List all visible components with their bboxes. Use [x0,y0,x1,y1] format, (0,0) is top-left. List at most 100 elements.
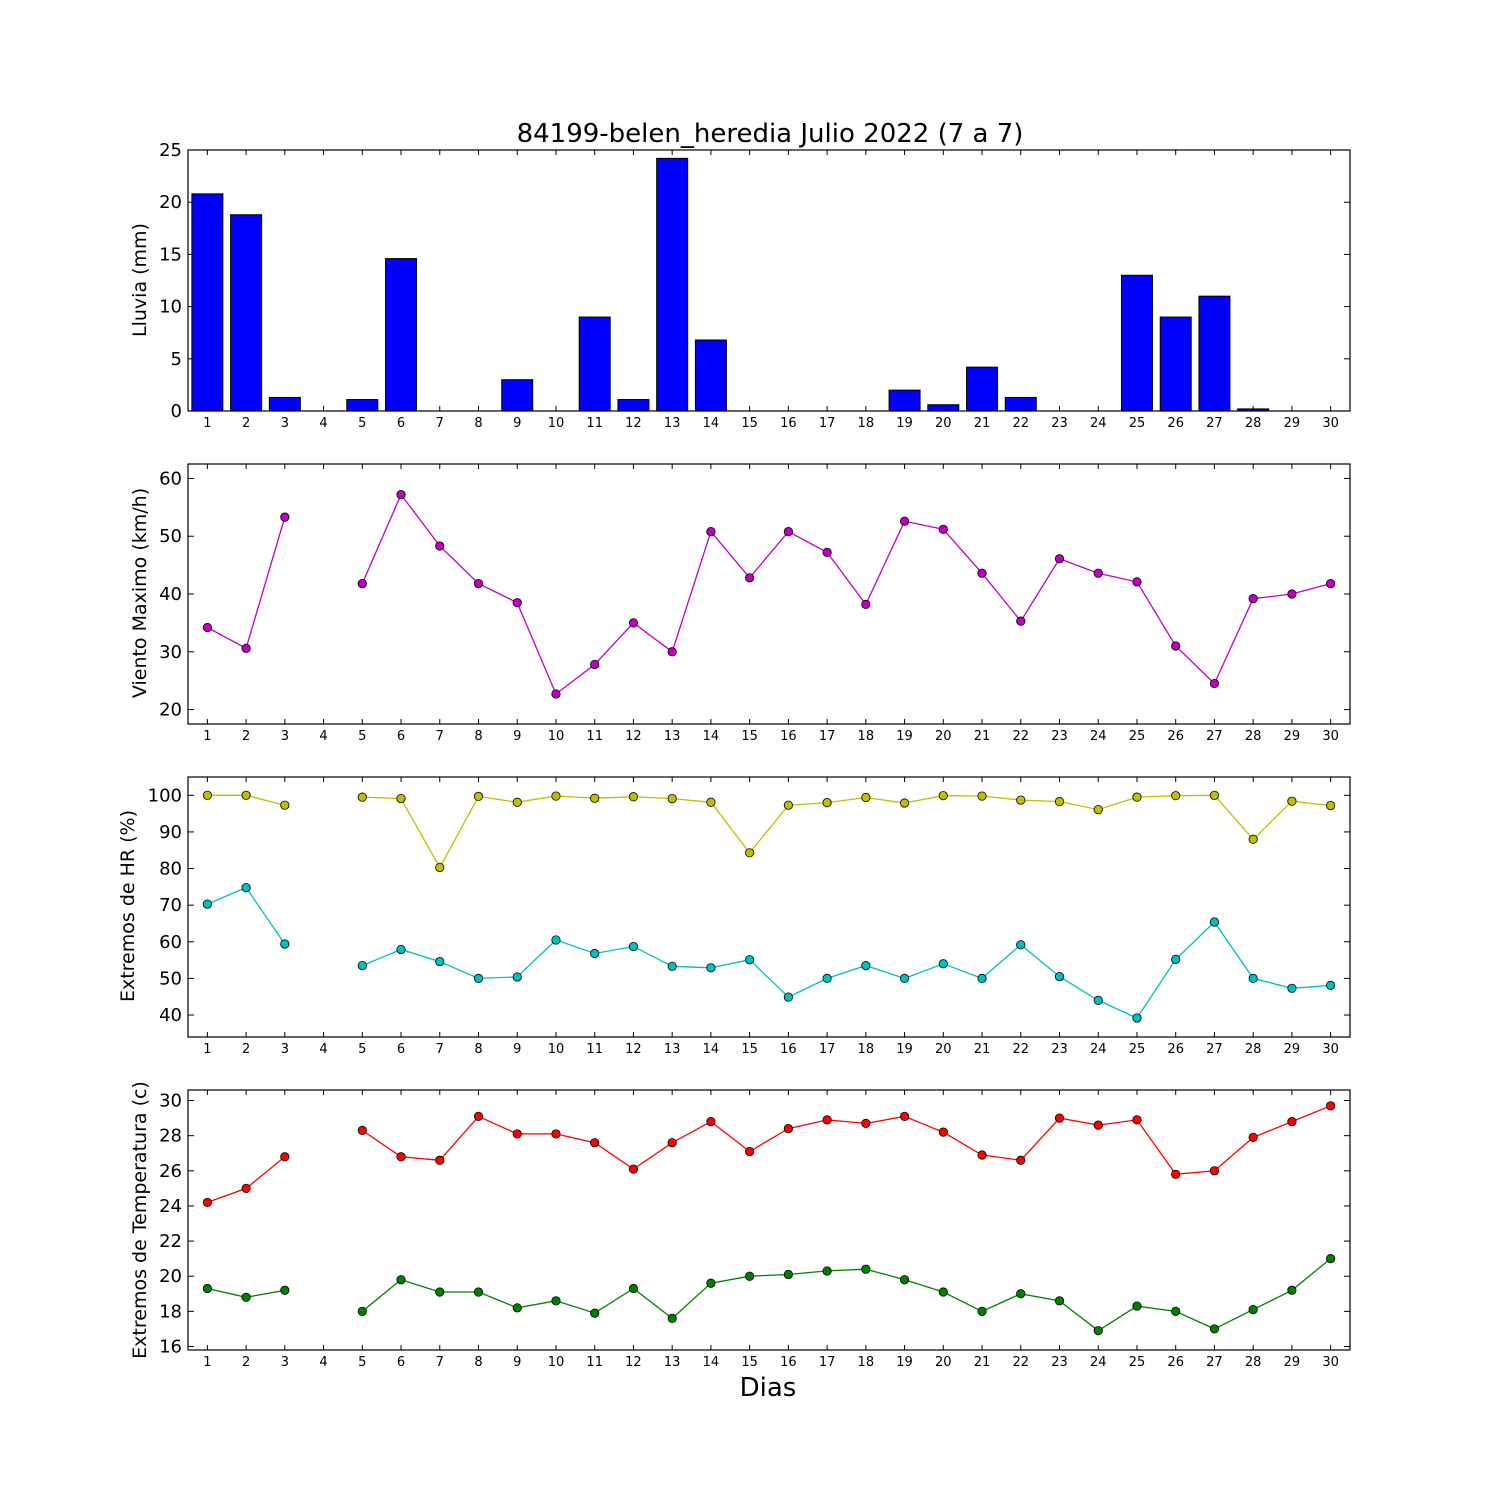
rain-x-tick-label: 21 [974,416,991,431]
humidity-series-1-point [706,963,716,973]
temperature-series-1-point [1248,1304,1258,1315]
humidity-x-tick-label: 25 [1129,1042,1146,1057]
wind-y-tick-label: 40 [159,584,182,605]
wind-series-0-point [822,547,832,558]
temperature-x-tick-label: 12 [625,1355,642,1370]
temperature-series-0-point [745,1146,755,1157]
humidity-series-0-point [1171,791,1181,801]
temperature-series-0-point [396,1152,406,1162]
temperature-x-tick-label: 17 [819,1355,836,1370]
humidity-y-tick-label: 50 [159,968,182,989]
temperature-series-0-point [783,1124,793,1134]
temperature-series-1-point [977,1306,987,1316]
wind-x-tick-label: 6 [397,729,405,744]
wind-x-tick-label: 4 [319,729,327,744]
humidity-series-0-point [551,791,561,801]
temperature-x-tick-label: 9 [513,1355,521,1370]
humidity-series-1-point [1132,1013,1142,1023]
temperature-y-tick-label: 28 [159,1126,182,1147]
humidity-series-1-point [1209,917,1220,927]
humidity-x-tick-label: 17 [819,1042,836,1057]
temperature-series-1-point [1016,1289,1026,1299]
wind-series-0-point [202,622,212,633]
humidity-series-1-point [822,973,832,984]
temperature-series-1-point [667,1313,677,1323]
humidity-series-0-point [1326,800,1336,811]
humidity-y-tick-label: 90 [159,822,182,843]
humidity-series-0-point [938,791,948,801]
temperature-series-1-point [1326,1254,1336,1264]
humidity-x-tick-label: 19 [896,1042,913,1057]
temperature-series-0-point [1209,1166,1220,1176]
rain-bar [1120,274,1153,412]
rain-bar [346,399,379,412]
humidity-series-1-point [435,956,445,967]
rain-bar [927,404,960,412]
temperature-x-tick-label: 25 [1129,1355,1146,1370]
x-axis-label: Dias [740,1373,797,1403]
temperature-series-0-point [551,1129,561,1139]
wind-series-0-point [783,526,793,537]
temperature-series-1-point [357,1306,367,1316]
temperature-series-0-point [590,1138,600,1148]
wind-x-tick-label: 5 [358,729,366,744]
temperature-x-tick-label: 4 [319,1355,327,1370]
humidity-x-tick-label: 29 [1284,1042,1301,1057]
wind-series-0-point [590,659,600,670]
temperature-series-1-point [512,1303,522,1313]
temperature-x-tick-label: 7 [436,1355,444,1370]
rain-x-tick-label: 24 [1090,416,1107,431]
humidity-series-1-point [1248,973,1258,984]
humidity-series-1-point [783,992,793,1002]
temperature-series-0-point [1248,1132,1258,1143]
humidity-series-1-point [280,939,290,949]
temperature-series-1-point [1171,1306,1181,1316]
rain-x-tick-label: 1 [203,416,211,431]
wind-x-tick-label: 1 [203,729,211,744]
rain-y-tick-label: 0 [171,401,182,422]
rain-x-tick-label: 12 [625,416,642,431]
temperature-series-0-point [202,1197,212,1208]
temperature-series-0-point [1093,1120,1103,1130]
wind-series-0-point [745,573,755,583]
wind-x-tick-label: 8 [474,729,482,744]
temperature-series-1-point [590,1308,600,1318]
humidity-x-tick-label: 26 [1167,1042,1184,1057]
humidity-x-tick-label: 21 [974,1042,991,1057]
wind-x-tick-label: 16 [780,729,797,744]
temperature-series-1-point [435,1287,445,1297]
temperature-x-tick-label: 30 [1322,1355,1339,1370]
wind-series-0-point [1093,568,1103,578]
wind-series-0-point [1016,616,1026,626]
humidity-series-0-point [1054,796,1065,807]
rain-y-label: Lluvia (mm) [129,223,151,337]
humidity-x-tick-label: 15 [741,1042,758,1057]
humidity-series-0-point [590,793,600,803]
humidity-x-tick-label: 12 [625,1042,642,1057]
humidity-series-1-point [938,959,948,969]
wind-y-tick-label: 60 [159,468,182,489]
temperature-series-1-point [1054,1296,1065,1306]
humidity-x-tick-label: 4 [319,1042,327,1057]
rain-plot-frame [187,149,1351,412]
humidity-series-0-point [899,798,910,808]
temperature-series-1-point [396,1275,406,1285]
humidity-x-tick-label: 13 [664,1042,681,1057]
humidity-series-0-point [1209,790,1220,800]
wind-x-tick-label: 24 [1090,729,1107,744]
humidity-series-1-point [861,960,871,971]
humidity-series-1-point [899,973,910,984]
wind-x-tick-label: 14 [703,729,720,744]
humidity-y-tick-label: 80 [159,859,182,880]
humidity-series-0-point [241,790,251,800]
humidity-series-1-line [207,886,286,945]
humidity-y-tick-label: 40 [159,1005,182,1026]
wind-x-tick-label: 25 [1129,729,1146,744]
temperature-x-tick-label: 11 [586,1355,603,1370]
rain-x-tick-label: 5 [358,416,366,431]
temperature-series-1-point [1132,1301,1142,1311]
rain-x-tick-label: 2 [242,416,250,431]
humidity-series-0-point [745,848,755,858]
rain-y-tick-label: 20 [159,192,182,213]
rain-bar [1004,396,1037,412]
